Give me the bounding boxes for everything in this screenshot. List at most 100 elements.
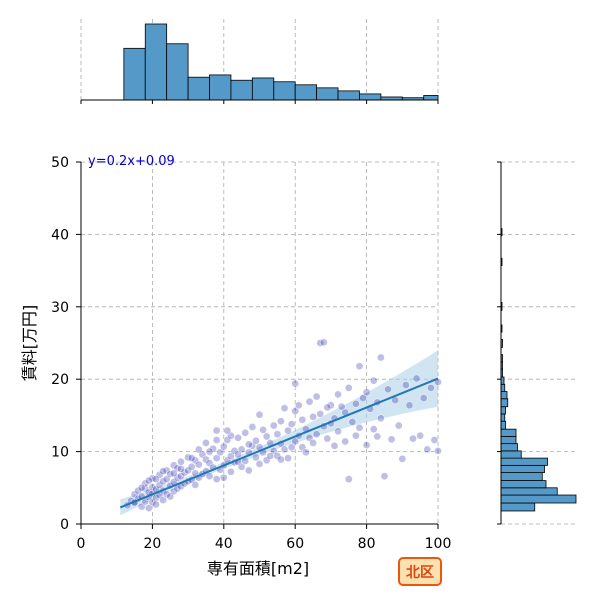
regression-line: [119, 377, 439, 509]
scatter-point: [323, 434, 332, 443]
scatter-point: [273, 430, 282, 439]
scatter-point: [351, 399, 360, 408]
y-hist-bar: [500, 502, 536, 512]
scatter-point: [409, 434, 417, 443]
scatter-point: [205, 472, 214, 481]
scatter-point: [287, 420, 296, 428]
y-hist-bar: [500, 383, 506, 392]
scatter-point: [294, 401, 303, 410]
scatter-point: [291, 379, 300, 388]
scatter-point: [373, 432, 382, 441]
scatter-point: [187, 454, 196, 463]
main-scatter-plot: 0 20 40 60 80 100 0 10 20 30 40 50: [51, 155, 451, 552]
scatter-point: [348, 418, 357, 426]
scatter-point: [309, 412, 317, 421]
scatter-point: [234, 433, 242, 442]
scatter-point: [341, 437, 350, 446]
scatter-point: [212, 426, 221, 435]
scatter-point: [255, 460, 264, 468]
y-tick-label: 20: [51, 372, 69, 388]
scatter-point: [152, 500, 160, 509]
scatter-point: [416, 431, 425, 440]
scatter-point: [237, 445, 246, 454]
scatter-point: [177, 457, 185, 466]
scatter-point: [369, 376, 378, 385]
scatter-point: [244, 466, 253, 475]
scatter-point: [334, 427, 342, 436]
x-tick-label: 40: [215, 536, 233, 552]
scatter-point: [137, 483, 146, 492]
x-hist-bar: [187, 76, 210, 101]
scatter-point: [309, 439, 317, 447]
scatter-point: [398, 454, 407, 463]
x-tick-label: 100: [425, 536, 452, 552]
scatter-point: [194, 445, 203, 454]
scatter-point: [216, 448, 225, 457]
district-badge-label: 北区: [406, 565, 434, 581]
district-badge-box: [398, 557, 442, 586]
scatter-point: [344, 383, 353, 392]
scatter-point: [262, 432, 271, 441]
scatter-point: [159, 496, 168, 505]
scatter-point: [212, 454, 221, 463]
y-tick-label: 10: [51, 445, 69, 461]
scatter-point: [152, 475, 160, 484]
x-tick-label: 60: [286, 536, 304, 552]
x-tick-label: 0: [77, 536, 86, 552]
scatter-point: [287, 443, 296, 452]
scatter-point: [252, 453, 260, 462]
y-histogram: [497, 161, 578, 525]
y-hist-bar: [500, 391, 508, 400]
scatter-point: [277, 417, 285, 426]
scatter-point: [330, 441, 339, 450]
scatter-point: [359, 394, 367, 402]
y-hist-bar: [500, 406, 506, 415]
scatter-point: [255, 410, 264, 419]
scatter-point: [405, 401, 414, 410]
y-hist-bar: [500, 457, 548, 466]
scatter-point: [266, 452, 275, 460]
y-hist-bar: [500, 428, 517, 437]
scatter-point: [351, 431, 360, 440]
scatter-point: [280, 445, 289, 454]
scatter-point: [202, 439, 210, 447]
y-tick-label: 40: [51, 227, 69, 243]
scatter-point: [319, 338, 328, 347]
x-hist-bar: [144, 23, 168, 101]
scatter-point: [277, 455, 285, 464]
scatter-point: [187, 462, 196, 471]
scatter-point: [280, 404, 289, 413]
scatter-point: [191, 481, 200, 489]
scatter-point: [376, 353, 385, 362]
y-hist-bar: [500, 480, 547, 489]
x-hist-bar: [337, 90, 360, 101]
scatter-point: [241, 428, 250, 437]
scatter-point: [194, 460, 203, 469]
scatter-point: [337, 402, 346, 411]
x-histogram: [80, 19, 439, 104]
x-hist-bar: [294, 84, 318, 101]
scatter-point: [401, 381, 410, 389]
scatter-point: [362, 388, 371, 397]
x-hist-bar: [166, 43, 189, 101]
y-hist-bar: [500, 464, 545, 473]
scatter-point: [177, 465, 185, 473]
scatter-point: [252, 436, 260, 445]
scatter-point: [284, 426, 292, 435]
scatter-point: [355, 423, 364, 432]
scatter-point: [380, 472, 389, 481]
scatter-point: [298, 415, 307, 424]
scatter-point: [219, 473, 228, 482]
x-hist-bar: [316, 87, 339, 101]
scatter-point: [384, 385, 392, 394]
x-hist-bar: [230, 79, 253, 101]
scatter-point: [169, 469, 178, 478]
scatter-point: [369, 425, 378, 434]
scatter-point: [362, 441, 371, 449]
x-axis-label: 専有面積[m2]: [207, 559, 309, 578]
scatter-point: [219, 442, 228, 451]
scatter-point: [312, 430, 321, 439]
x-hist-bar: [423, 95, 439, 101]
scatter-point: [144, 504, 153, 512]
